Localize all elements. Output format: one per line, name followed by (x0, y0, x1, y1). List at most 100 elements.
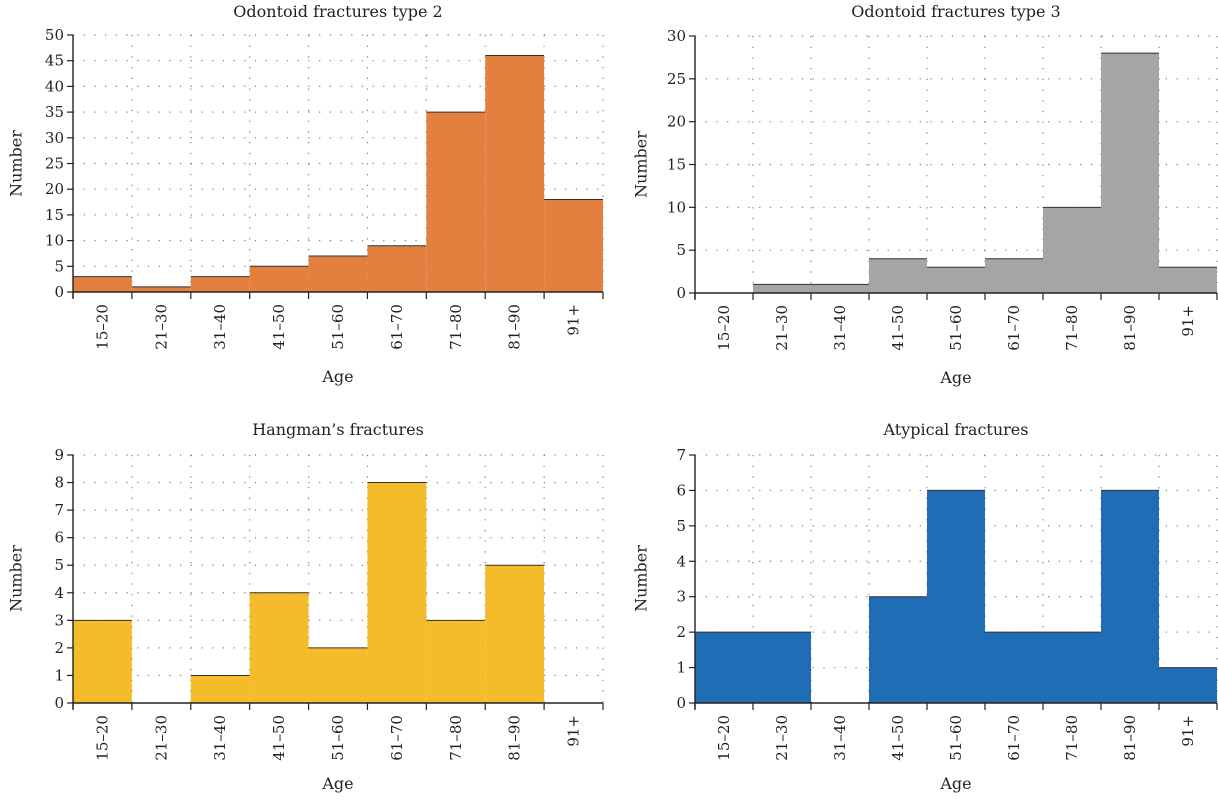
x-tick-label: 91+ (565, 715, 583, 747)
x-tick-label: 81–90 (1121, 305, 1139, 351)
y-tick-label: 6 (676, 481, 686, 499)
bar-1 (753, 284, 811, 293)
bar-7 (1101, 490, 1159, 703)
bar-6 (1043, 207, 1101, 293)
y-tick-label: 5 (54, 556, 64, 574)
y-tick-label: 35 (45, 103, 64, 121)
bar-3 (869, 596, 927, 703)
y-tick-label: 6 (54, 529, 64, 547)
y-tick-label: 3 (676, 588, 686, 606)
x-axis-label: Age (940, 774, 972, 793)
bar-3 (249, 266, 309, 292)
y-tick-label: 25 (667, 70, 686, 88)
bar-8 (1159, 267, 1217, 293)
y-tick-label: 20 (45, 180, 64, 198)
y-tick-label: 4 (54, 584, 64, 602)
bar-5 (985, 258, 1043, 293)
bar-6 (426, 112, 486, 292)
bar-7 (485, 565, 545, 703)
bar-5 (367, 482, 427, 703)
chart-panel-odontoid-type-3: Odontoid fractures type 3 Number Age 0 5 10 15… (609, 0, 1218, 400)
x-tick-label: 31–40 (211, 304, 229, 350)
x-tick-label: 81–90 (1121, 715, 1139, 761)
y-tick-label: 5 (676, 241, 686, 259)
bar-4 (927, 267, 985, 293)
x-tick-label: 31–40 (831, 715, 849, 761)
y-tick-label: 7 (676, 446, 686, 464)
bar-4 (927, 490, 985, 703)
x-tick-label: 51–60 (947, 305, 965, 351)
y-tick-label: 3 (54, 611, 64, 629)
y-tick-label: 4 (676, 552, 686, 570)
bar-5 (367, 245, 427, 292)
y-tick-label: 1 (676, 659, 686, 677)
bar-3 (869, 258, 927, 293)
y-tick-label: 20 (667, 113, 686, 131)
x-tick-label: 51–60 (947, 715, 965, 761)
x-tick-label: 51–60 (329, 715, 347, 761)
bar-3 (249, 592, 309, 703)
x-tick-label: 91+ (1179, 305, 1197, 337)
chart-svg: 0 1 2 3 4 5 6 7 15–20 21–30 31–40 41–50 51–60 61–70 71… (676, 446, 1218, 761)
y-tick-label: 40 (45, 77, 64, 95)
x-tick-label: 41–50 (270, 304, 288, 350)
y-tick-label: 30 (45, 129, 64, 147)
x-tick-label: 41–50 (889, 305, 907, 351)
y-tick-label: 0 (54, 694, 64, 712)
y-tick-label: 10 (667, 198, 686, 216)
x-axis-label: Age (940, 368, 972, 387)
y-tick-label: 0 (676, 284, 686, 302)
bar-1 (753, 632, 811, 703)
y-tick-label: 8 (54, 474, 64, 492)
y-tick-label: 30 (667, 27, 686, 45)
x-tick-label: 71–80 (1063, 715, 1081, 761)
chart-title: Hangman’s fractures (252, 420, 424, 439)
bar-8 (544, 199, 603, 292)
bar-7 (1101, 53, 1159, 294)
x-tick-label: 51–60 (329, 304, 347, 350)
bar-7 (485, 55, 545, 293)
chart-panel-atypical: Atypical fractures Number Age 0 1 2 3 4 5 6 7 15–20… (609, 410, 1218, 803)
y-tick-label: 1 (54, 666, 64, 684)
bar-1 (131, 286, 191, 292)
chart-svg: 0 5 10 15 20 25 30 35 40 45 50 15–20 21–30 31–40 41–50… (45, 26, 604, 350)
x-tick-label: 31–40 (831, 305, 849, 351)
y-tick-label: 50 (45, 26, 64, 44)
x-tick-label: 61–70 (388, 715, 406, 761)
x-tick-label: 15–20 (715, 715, 733, 761)
x-tick-label: 31–40 (211, 715, 229, 761)
y-tick-label: 25 (45, 155, 64, 173)
x-tick-label: 61–70 (1005, 715, 1023, 761)
x-tick-label: 15–20 (715, 305, 733, 351)
bar-4 (308, 647, 368, 703)
y-tick-label: 0 (676, 694, 686, 712)
x-tick-label: 91+ (1179, 715, 1197, 747)
y-tick-label: 45 (45, 52, 64, 70)
chart-title: Atypical fractures (883, 420, 1029, 439)
bar-2 (190, 675, 250, 703)
x-tick-label: 81–90 (506, 715, 524, 761)
chart-title: Odontoid fractures type 3 (851, 2, 1061, 21)
y-tick-label: 2 (676, 623, 686, 641)
x-tick-label: 21–30 (152, 715, 170, 761)
bar-6 (426, 620, 486, 703)
x-tick-label: 21–30 (152, 304, 170, 350)
x-axis-label: Age (322, 774, 354, 793)
bar-2 (811, 284, 869, 293)
x-tick-label: 71–80 (447, 304, 465, 350)
x-tick-label: 61–70 (1005, 305, 1023, 351)
x-tick-label: 81–90 (506, 304, 524, 350)
x-tick-label: 15–20 (93, 304, 111, 350)
y-tick-label: 9 (54, 446, 64, 464)
bar-0 (73, 620, 132, 703)
bar-6 (1043, 632, 1101, 703)
x-tick-label: 21–30 (773, 305, 791, 351)
y-tick-label: 5 (676, 517, 686, 535)
x-tick-label: 71–80 (447, 715, 465, 761)
bar-8 (1159, 667, 1217, 703)
bar-5 (985, 632, 1043, 703)
y-tick-label: 15 (45, 206, 64, 224)
chart-svg: 0 1 2 3 4 5 6 7 8 9 15–20 21–30 31–40 41–50 51–60 61–70… (54, 446, 604, 761)
y-tick-label: 15 (667, 156, 686, 174)
